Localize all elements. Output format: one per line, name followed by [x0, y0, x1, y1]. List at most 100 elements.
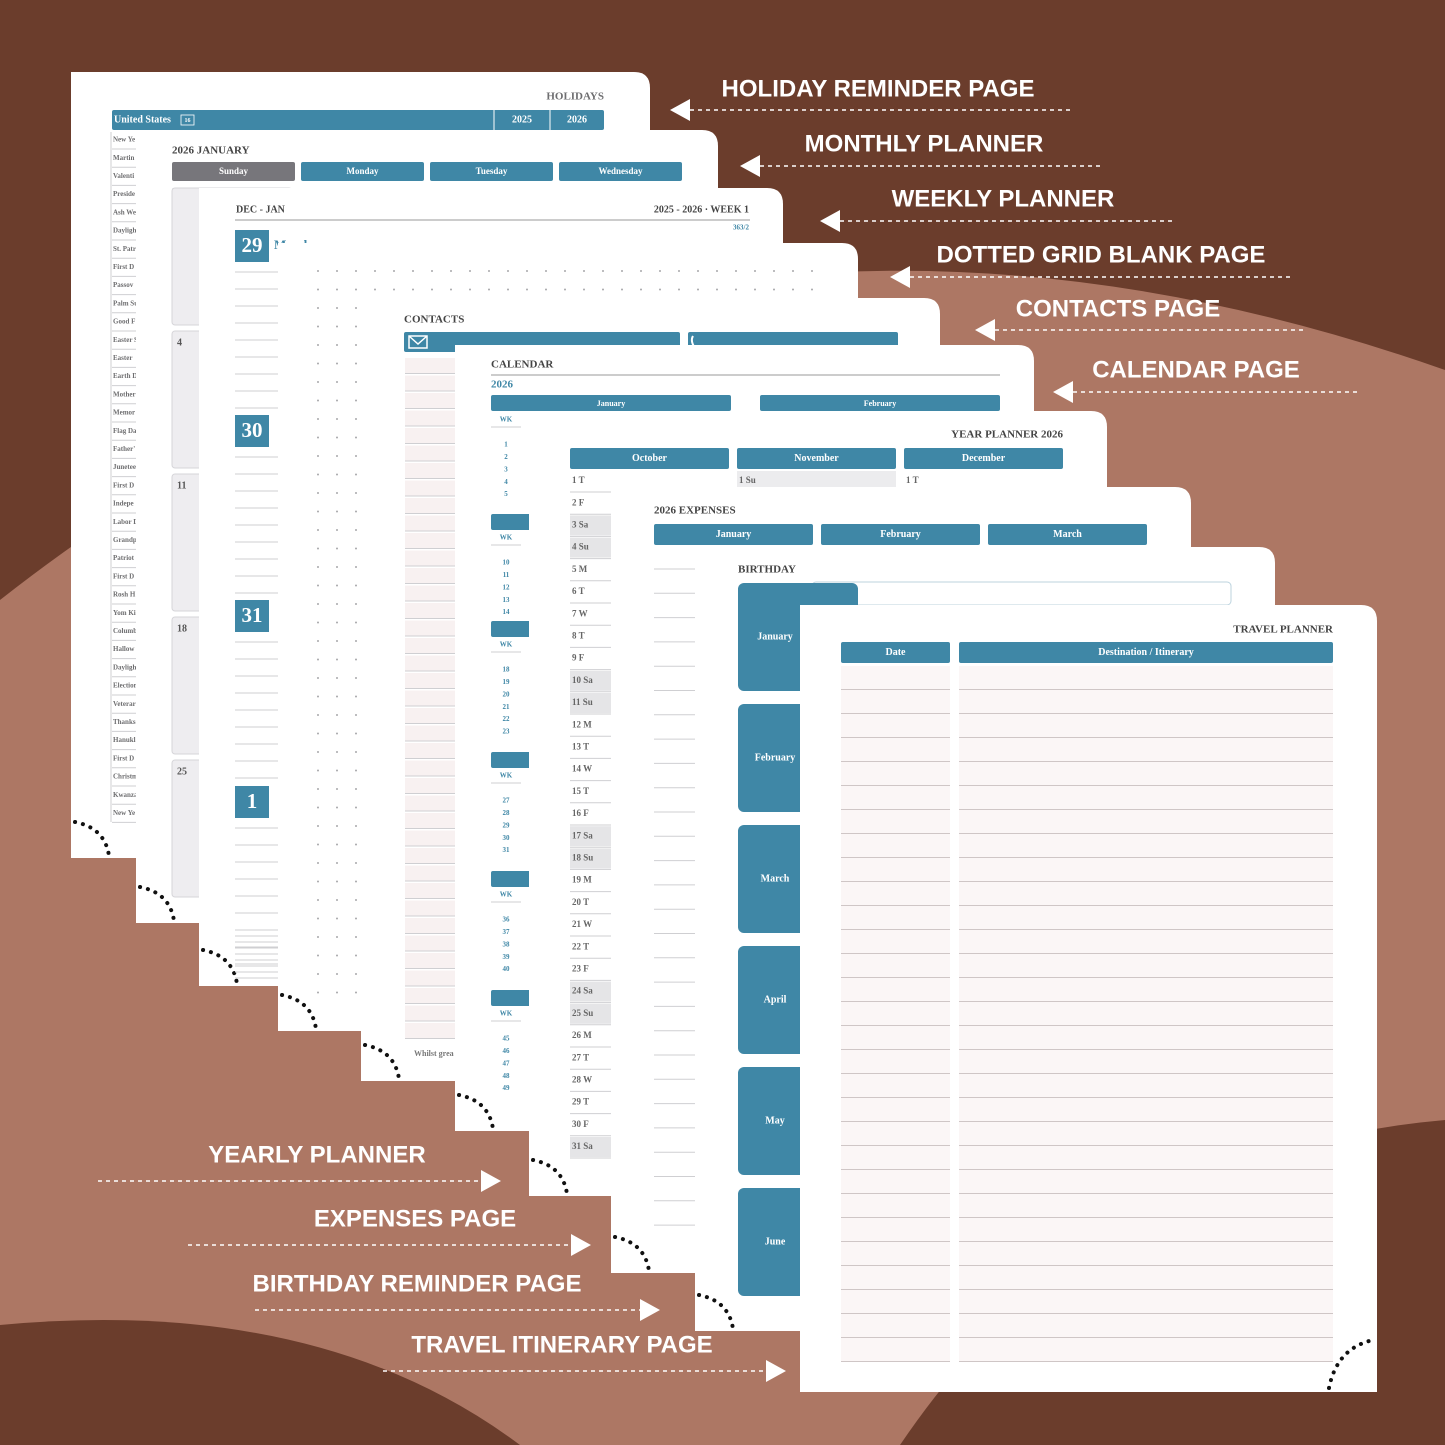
grid-dot [374, 270, 376, 272]
holiday-item: Columb [113, 627, 137, 635]
grid-dot [355, 769, 357, 772]
grid-dot [469, 270, 471, 272]
grid-dot [355, 806, 357, 809]
day-row: 1 Su [739, 475, 756, 485]
grid-dot [317, 270, 319, 272]
weekend-fill [570, 693, 611, 713]
row-fill [959, 1218, 1333, 1241]
week-number: 29 [503, 821, 511, 829]
holiday-item: Kwanza [113, 791, 138, 799]
grid-dot [355, 436, 357, 439]
week-number: 1 [504, 441, 508, 449]
week-number: 27 [503, 797, 511, 805]
grid-dot [735, 288, 737, 291]
day-row: 24 Sa [572, 986, 593, 996]
grid-dot [507, 270, 509, 272]
week-number: 49 [503, 1084, 511, 1092]
arrow-head [766, 1360, 786, 1382]
weekend-fill [570, 670, 611, 691]
row-fill [841, 930, 950, 953]
week-label: WK [500, 891, 513, 899]
grid-dot [640, 288, 642, 291]
grid-dot [355, 510, 357, 513]
grid-dot [317, 566, 319, 568]
grid-dot [317, 732, 319, 735]
week-label: WK [500, 534, 513, 542]
arrow-head [975, 319, 995, 341]
row-fill [841, 714, 950, 737]
envelope-icon [408, 335, 428, 349]
grid-dot [336, 658, 338, 661]
week-number: 11 [503, 571, 510, 579]
holiday-item: Hanukl [113, 736, 136, 744]
grid-dot [355, 362, 357, 365]
day-box [235, 786, 269, 818]
day-row: 23 F [572, 963, 589, 973]
callout-label: TRAVEL ITINERARY PAGE [411, 1331, 712, 1358]
week-number: 12 [503, 583, 511, 591]
dotted-corner [73, 820, 111, 858]
grid-dot [336, 991, 338, 994]
grid-dot [317, 362, 319, 365]
arrow-head [1053, 381, 1073, 403]
grid-dot [355, 825, 357, 827]
day-row: 28 W [572, 1074, 592, 1084]
week-number: 37 [503, 928, 511, 936]
row-fill [959, 1098, 1333, 1121]
grid-dot [811, 270, 813, 272]
holiday-item: Easter S [113, 336, 138, 344]
week-number: 45 [503, 1035, 511, 1043]
row-fill [841, 1050, 950, 1073]
grid-dot [336, 862, 338, 864]
row-fill [959, 1146, 1333, 1169]
grid-dot [355, 899, 357, 901]
country: United States [114, 114, 171, 125]
grid-dot [507, 288, 509, 291]
grid-dot [355, 751, 357, 753]
day-row: 5 M [572, 564, 588, 574]
grid-dot [336, 566, 338, 568]
week-number: 40 [503, 965, 511, 973]
holiday-item: Ash We [113, 208, 136, 216]
grid-dot [355, 473, 357, 476]
header-bar [737, 448, 896, 469]
week-number: 10 [503, 559, 511, 567]
row-fill [959, 1170, 1333, 1193]
row-fill [959, 666, 1333, 689]
week-number: 2 [504, 453, 508, 461]
row-fill [841, 1146, 950, 1169]
grid-dot [336, 825, 338, 827]
grid-dot [393, 270, 395, 272]
header-bar [301, 162, 424, 181]
header-bar [559, 162, 682, 181]
week-number: 5 [504, 490, 508, 498]
day-row: 9 F [572, 653, 585, 663]
arrow-head [571, 1234, 591, 1256]
day-number: 1 [247, 789, 258, 813]
row-fill [841, 978, 950, 1001]
grid-dot [621, 288, 623, 291]
row-fill [841, 690, 950, 713]
day-box [235, 415, 269, 447]
day-header: Tuesday [476, 166, 508, 176]
grid-dot [697, 288, 699, 291]
row-fill [841, 1002, 950, 1025]
row-fill [841, 762, 950, 785]
grid-dot [792, 270, 794, 272]
holiday-item: Valenti [113, 172, 134, 180]
grid-dot [336, 603, 338, 605]
grid-dot [583, 270, 585, 272]
row-fill [959, 714, 1333, 737]
row-fill [959, 1026, 1333, 1049]
row-fill [959, 738, 1333, 761]
header-bar [841, 642, 950, 663]
page-title: CALENDAR [491, 359, 554, 371]
month-header: October [632, 453, 668, 464]
dotted-corner [531, 1158, 569, 1196]
week-label: WK [500, 772, 513, 780]
arrow-head [890, 266, 910, 288]
grid-dot [336, 954, 338, 957]
holiday-item: Dayligh [113, 663, 136, 671]
grid-dot [317, 843, 319, 846]
holiday-item: Rosh H [113, 591, 136, 599]
